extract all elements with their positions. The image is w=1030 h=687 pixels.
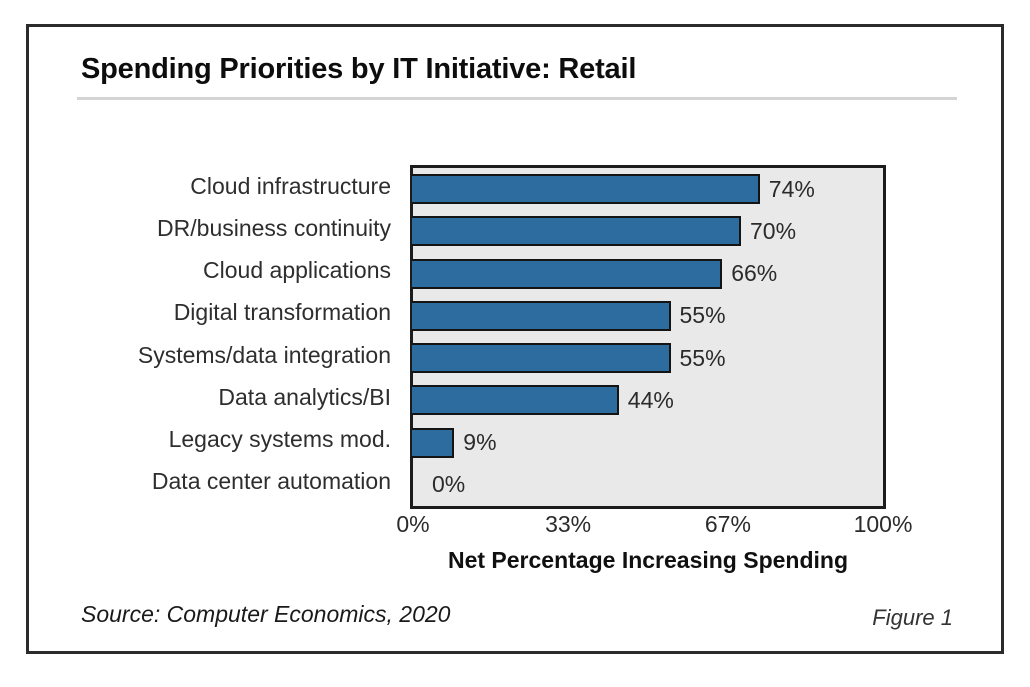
figure-frame: Spending Priorities by IT Initiative: Re… xyxy=(26,24,1004,654)
y-axis-label: Cloud applications xyxy=(203,257,391,284)
y-axis-label: DR/business continuity xyxy=(157,214,391,241)
page-title: Spending Priorities by IT Initiative: Re… xyxy=(81,53,637,85)
bar xyxy=(412,427,455,458)
x-axis-tick: 100% xyxy=(853,511,913,537)
bar-value-label: 44% xyxy=(627,386,674,413)
bar-row: 66% xyxy=(412,253,883,295)
bar-value-label: 74% xyxy=(768,175,815,202)
bar-value-label: 70% xyxy=(750,217,797,244)
bar-row: 74% xyxy=(412,168,883,210)
bar-value-label: 9% xyxy=(463,429,497,456)
bar xyxy=(412,385,619,416)
bar-value-label: 55% xyxy=(679,344,726,371)
plot-area: 74% 70% 66% 55% 55% 44% 9% 0% xyxy=(410,165,886,509)
x-axis-tick: 33% xyxy=(545,511,592,537)
bar-value-label: 0% xyxy=(432,471,466,498)
x-axis-title: Net Percentage Increasing Spending xyxy=(447,547,849,573)
bar xyxy=(412,300,671,331)
figure-number: Figure 1 xyxy=(872,605,953,630)
source-note: Source: Computer Economics, 2020 xyxy=(81,601,451,627)
bar xyxy=(412,343,671,374)
y-axis-label: Digital transformation xyxy=(173,299,391,326)
y-axis-label: Systems/data integration xyxy=(137,341,391,368)
bar-value-label: 55% xyxy=(679,302,726,329)
bar xyxy=(412,258,723,289)
title-divider xyxy=(77,97,957,100)
x-axis-tick: 67% xyxy=(704,511,751,537)
y-axis-label: Data analytics/BI xyxy=(218,383,391,410)
y-axis-label: Legacy systems mod. xyxy=(168,426,391,453)
bar-row: 9% xyxy=(412,422,883,464)
x-axis-tick-labels: 0% 33% 67% 100% xyxy=(396,511,912,541)
y-axis-category-labels: Cloud infrastructure DR/business continui… xyxy=(89,165,391,503)
bar-row: 70% xyxy=(412,210,883,252)
bar-series: 74% 70% 66% 55% 55% 44% 9% 0% xyxy=(412,168,883,506)
bar-row: 0% xyxy=(413,464,883,506)
bar xyxy=(412,174,760,205)
chart-container: Cloud infrastructure DR/business continui… xyxy=(29,27,1001,651)
bar-row: 55% xyxy=(412,295,883,337)
bar-row: 55% xyxy=(412,337,883,379)
y-axis-label: Data center automation xyxy=(151,468,391,495)
x-axis-tick: 0% xyxy=(396,511,430,537)
bar-row: 44% xyxy=(412,379,883,421)
y-axis-label: Cloud infrastructure xyxy=(190,172,391,199)
bar-value-label: 66% xyxy=(731,260,778,287)
bar xyxy=(412,216,741,247)
